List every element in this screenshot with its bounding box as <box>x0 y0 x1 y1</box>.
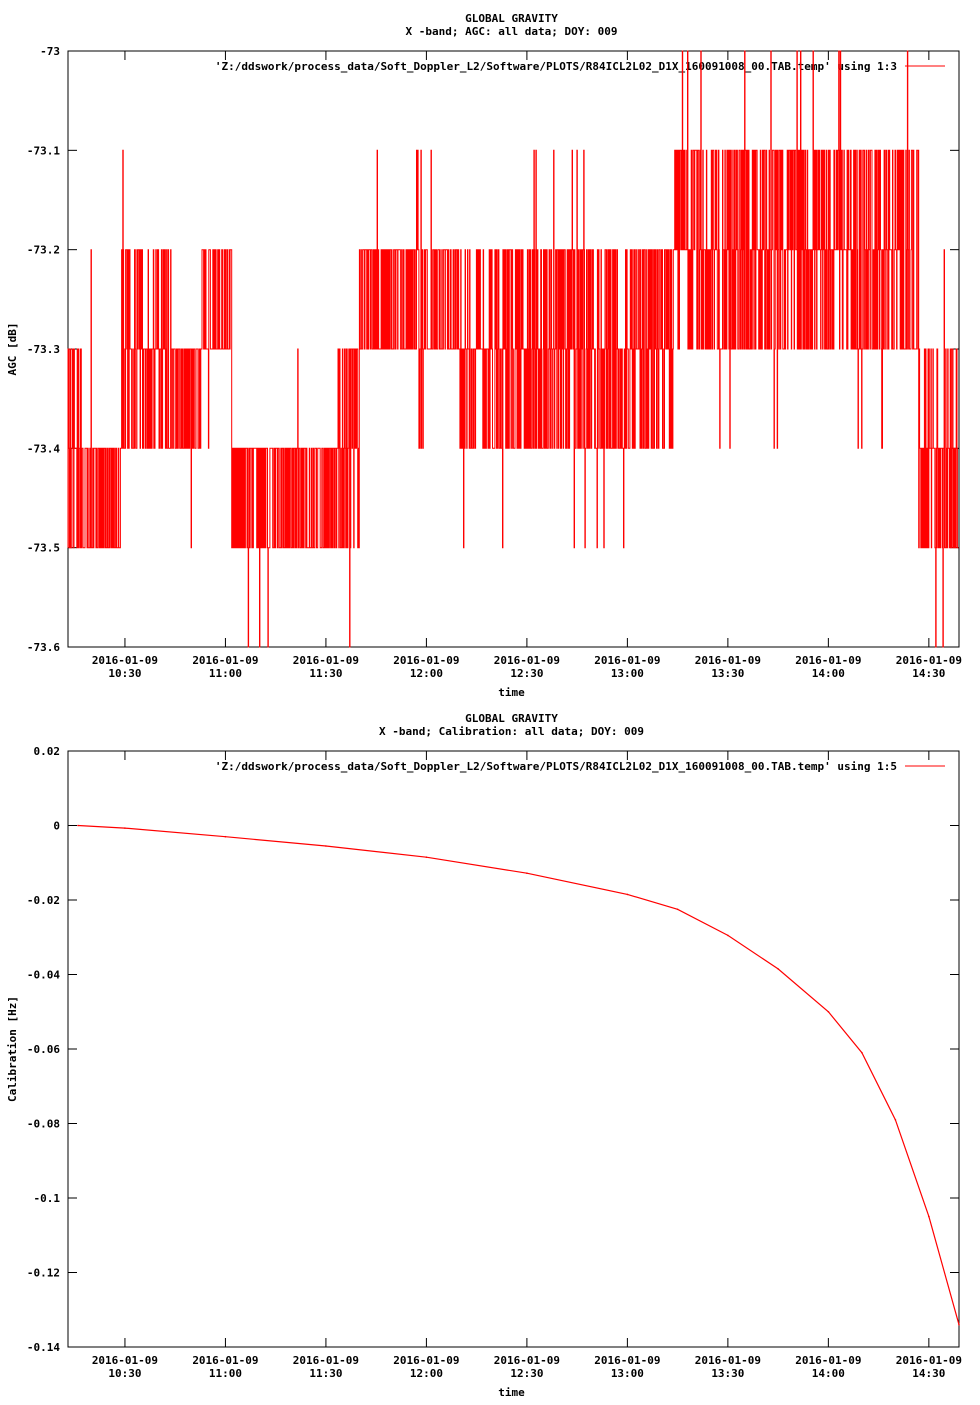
x-tick-time-label: 12:30 <box>510 1367 543 1380</box>
y-axis-label: Calibration [Hz] <box>6 996 19 1102</box>
x-tick-date-label: 2016-01-09 <box>393 1354 459 1367</box>
calibration-point <box>224 835 227 838</box>
x-tick-time-label: 13:00 <box>611 1367 644 1380</box>
y-tick-label: -0.14 <box>27 1341 60 1354</box>
chart-title: GLOBAL GRAVITY <box>465 712 558 725</box>
x-tick-date-label: 2016-01-09 <box>795 654 861 667</box>
chart-subtitle: X -band; Calibration: all data; DOY: 009 <box>379 725 644 738</box>
calibration-point <box>526 872 528 874</box>
x-axis-label: time <box>498 1386 525 1399</box>
calibration-point <box>827 1011 830 1013</box>
x-tick-time-label: 11:00 <box>209 667 242 680</box>
chart-title: GLOBAL GRAVITY <box>465 12 558 25</box>
calibration-point <box>777 968 779 970</box>
x-axis-label: time <box>498 686 525 699</box>
x-tick-date-label: 2016-01-09 <box>594 1354 660 1367</box>
y-tick-label: -73.3 <box>27 343 60 356</box>
x-tick-date-label: 2016-01-09 <box>795 1354 861 1367</box>
plot-frame <box>67 750 960 1348</box>
x-tick-date-label: 2016-01-09 <box>92 1354 158 1367</box>
calibration-point <box>727 934 729 937</box>
x-tick-date-label: 2016-01-09 <box>192 1354 258 1367</box>
x-tick-date-label: 2016-01-09 <box>896 654 962 667</box>
x-tick-time-label: 11:30 <box>309 667 342 680</box>
y-tick-label: -73.4 <box>27 442 60 455</box>
y-tick-label: -73.5 <box>27 542 60 555</box>
x-tick-time-label: 13:30 <box>711 667 744 680</box>
y-tick-label: -73 <box>40 45 60 58</box>
calibration-point <box>894 1119 897 1121</box>
x-tick-time-label: 13:30 <box>711 1367 744 1380</box>
x-tick-date-label: 2016-01-09 <box>695 654 761 667</box>
y-tick-label: 0.02 <box>34 745 61 758</box>
calibration-point <box>861 1051 863 1054</box>
x-tick-date-label: 2016-01-09 <box>393 654 459 667</box>
calibration-point <box>77 824 79 827</box>
x-tick-date-label: 2016-01-09 <box>494 1354 560 1367</box>
calibration-series-line <box>77 824 960 1325</box>
x-tick-time-label: 14:00 <box>812 667 845 680</box>
y-tick-label: -0.08 <box>27 1118 60 1131</box>
x-tick-date-label: 2016-01-09 <box>695 1354 761 1367</box>
y-tick-label: -0.02 <box>27 894 60 907</box>
chart-subtitle: X -band; AGC: all data; DOY: 009 <box>406 25 618 38</box>
x-tick-date-label: 2016-01-09 <box>896 1354 962 1367</box>
x-tick-time-label: 12:30 <box>510 667 543 680</box>
legend-label: 'Z:/ddswork/process_data/Soft_Doppler_L2… <box>215 760 897 773</box>
calibration-point <box>425 856 428 858</box>
x-tick-date-label: 2016-01-09 <box>92 654 158 667</box>
x-tick-date-label: 2016-01-09 <box>293 1354 359 1367</box>
x-tick-time-label: 14:00 <box>812 1367 845 1380</box>
x-tick-date-label: 2016-01-09 <box>494 654 560 667</box>
x-tick-time-label: 13:00 <box>611 667 644 680</box>
x-tick-time-label: 11:00 <box>209 1367 242 1380</box>
y-tick-label: -0.12 <box>27 1267 60 1280</box>
x-tick-time-label: 14:30 <box>912 667 945 680</box>
agc-series-line <box>67 50 959 648</box>
calibration-point <box>325 845 327 847</box>
x-tick-time-label: 11:30 <box>309 1367 342 1380</box>
y-tick-label: -73.6 <box>27 641 60 654</box>
x-tick-time-label: 12:00 <box>410 1367 443 1380</box>
y-axis-label: AGC [dB] <box>6 323 19 376</box>
calibration-point <box>928 1215 930 1218</box>
x-tick-date-label: 2016-01-09 <box>594 654 660 667</box>
y-tick-label: 0 <box>53 820 60 833</box>
x-tick-date-label: 2016-01-09 <box>192 654 258 667</box>
legend-label: 'Z:/ddswork/process_data/Soft_Doppler_L2… <box>215 60 897 73</box>
y-tick-label: -0.06 <box>27 1043 60 1056</box>
calibration-point <box>626 893 629 896</box>
x-tick-time-label: 14:30 <box>912 1367 945 1380</box>
y-tick-label: -0.1 <box>34 1192 61 1205</box>
y-tick-label: -0.04 <box>27 969 60 982</box>
calibration-point <box>676 908 679 911</box>
calibration-point <box>124 827 126 829</box>
y-tick-label: -73.1 <box>27 144 60 157</box>
x-tick-time-label: 10:30 <box>108 667 141 680</box>
x-tick-date-label: 2016-01-09 <box>293 654 359 667</box>
x-tick-time-label: 12:00 <box>410 667 443 680</box>
y-tick-label: -73.2 <box>27 244 60 257</box>
calibration-point <box>958 1323 960 1326</box>
x-tick-time-label: 10:30 <box>108 1367 141 1380</box>
